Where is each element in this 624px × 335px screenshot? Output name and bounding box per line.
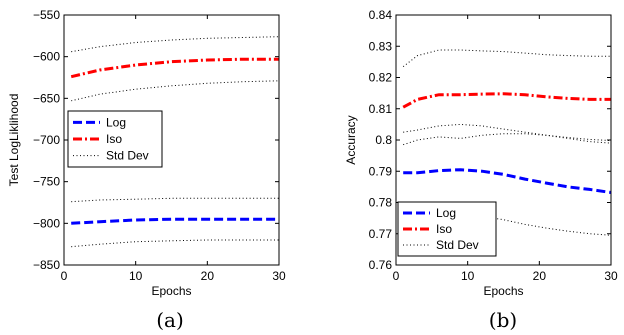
y-tick-label: −800 (33, 216, 60, 230)
y-axis-label: Test LogLiklihood (7, 94, 21, 187)
y-axis-label: Accuracy (344, 115, 358, 164)
legend-entry-label: Std Dev (436, 238, 479, 252)
legend-entry-label: Log (106, 115, 126, 129)
y-tick-label: −550 (33, 8, 60, 22)
x-tick-label: 10 (129, 269, 143, 283)
legend-box (67, 110, 163, 168)
y-tick-label: 0.83 (369, 39, 393, 53)
x-tick-label: 30 (604, 269, 618, 283)
y-tick-label: −600 (33, 50, 60, 64)
series-line-std-dev-band-4 (71, 197, 279, 203)
series-line-std-dev-band-5 (71, 239, 279, 248)
x-tick-label: 20 (533, 269, 547, 283)
legend-box (397, 201, 497, 257)
x-axis-label: Epochs (151, 284, 191, 298)
y-tick-label: 0.76 (369, 258, 393, 272)
series-line-log-0 (71, 217, 279, 225)
chart-panel-a: −850 −800 −750 −700 −650 −600 −550 0 10 20 30 Epoch… (7, 8, 286, 332)
x-tick-label: 0 (61, 269, 68, 283)
legend-entry-label: Log (436, 206, 456, 220)
x-tick-label: 30 (272, 269, 286, 283)
y-tick-label: 0.82 (369, 71, 393, 85)
y-tick-label: 0.81 (369, 102, 393, 116)
legend-entry-label: Std Dev (106, 149, 149, 163)
y-tick-label: 0.78 (369, 196, 393, 210)
series-line-iso-1 (70, 57, 279, 79)
y-tick-label: 0.77 (369, 227, 393, 241)
series-line-std-dev-2 (71, 36, 280, 53)
series-line-std-dev-band-4 (403, 133, 612, 146)
x-tick-label: 0 (393, 269, 400, 283)
y-tick-label: −750 (33, 175, 60, 189)
y-tick-label: 0.84 (369, 8, 393, 22)
x-axis-label: Epochs (483, 284, 523, 298)
chart-panel-b: 0.76 0.77 0.78 0.79 0.8 0.81 0.82 0.83 0.84 0 10 20… (344, 8, 618, 332)
series-line-std-dev-band-3 (71, 80, 280, 102)
y-tick-label: −700 (33, 133, 60, 147)
legend: Log Iso Std Dev (67, 110, 163, 168)
series-line-iso-1 (402, 92, 611, 109)
series-line-log-0 (403, 168, 612, 194)
y-tick-label: 0.79 (369, 164, 393, 178)
y-tick-label: −850 (33, 258, 60, 272)
legend-entry-label: Iso (436, 222, 452, 236)
x-tick-label: 10 (461, 269, 475, 283)
legend-entry-label: Iso (106, 132, 122, 146)
y-tick-label: 0.8 (375, 133, 392, 147)
legend: Log Iso Std Dev (397, 201, 497, 257)
x-tick-label: 20 (201, 269, 215, 283)
panel-caption: (a) (156, 308, 184, 332)
y-tick-label: −650 (33, 91, 60, 105)
series-line-std-dev-2 (402, 49, 611, 67)
panel-caption: (b) (489, 308, 517, 332)
